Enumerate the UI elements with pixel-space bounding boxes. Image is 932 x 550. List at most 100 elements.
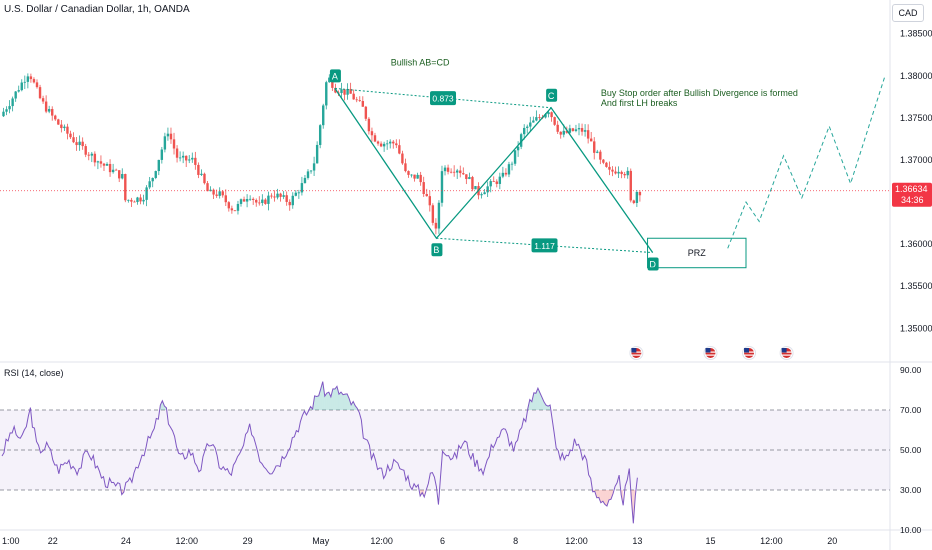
candle-body: [544, 114, 547, 118]
candle-body: [57, 119, 60, 125]
rsi-overbought-fill: [314, 395, 317, 410]
candle-body: [532, 120, 535, 123]
ratio-bd-label: 1.117: [534, 241, 555, 251]
ratio-ac-label: 0.873: [432, 94, 454, 104]
candle-body: [84, 146, 87, 155]
candle-body: [449, 171, 453, 173]
candle-body: [160, 149, 164, 160]
candle-body: [611, 169, 614, 172]
candle-body: [410, 174, 413, 176]
candle-body: [66, 126, 69, 134]
candle-body: [38, 87, 42, 99]
candle-body: [194, 157, 197, 165]
candles: [2, 73, 642, 235]
candle-body: [87, 154, 90, 156]
us-flag-icon-canton: [631, 348, 637, 353]
candle-body: [355, 99, 358, 101]
candle-body: [245, 199, 249, 202]
rsi-tick-label: 10.00: [900, 525, 922, 535]
candle-body: [599, 151, 602, 160]
candle-body: [632, 200, 636, 203]
candle-body: [255, 199, 258, 203]
candle-body: [315, 144, 319, 164]
candle-body: [163, 136, 167, 150]
candle-body: [288, 201, 291, 206]
candle-body: [398, 145, 401, 154]
pivot-label-a: [329, 69, 341, 83]
candle-body: [519, 134, 523, 147]
rsi-overbought-fill: [351, 401, 354, 410]
candle-body: [111, 169, 115, 173]
candle-body: [389, 141, 392, 144]
candle-body: [26, 76, 30, 82]
candle-body: [623, 174, 626, 176]
candle-body: [376, 141, 380, 144]
candle-body: [121, 174, 124, 179]
candle-body: [513, 150, 517, 164]
candle-body: [328, 77, 331, 83]
candle-body: [492, 181, 495, 182]
candle-body: [571, 128, 575, 131]
candle-body: [370, 131, 374, 136]
candle-body: [322, 105, 325, 126]
rsi-oversold-fill: [606, 490, 609, 507]
candle-body: [218, 191, 221, 196]
candle-body: [96, 161, 100, 163]
candle-body: [8, 106, 11, 110]
rsi-overbought-fill: [541, 397, 545, 410]
candle-body: [577, 128, 581, 130]
candle-body: [428, 196, 431, 206]
pivot-text-a: A: [332, 71, 338, 81]
candle-body: [17, 90, 20, 92]
price-tick-label: 1.35000: [900, 323, 932, 333]
candle-body: [385, 143, 389, 145]
candle-body: [41, 98, 45, 102]
candle-body: [507, 164, 511, 175]
rsi-overbought-fill: [326, 392, 329, 410]
candle-body: [346, 88, 349, 95]
candle-body: [395, 143, 398, 146]
rsi-oversold-fill: [596, 490, 599, 498]
pivot-text-c: C: [548, 91, 555, 101]
candle-body: [580, 128, 584, 132]
candle-body: [212, 189, 215, 195]
rsi-overbought-fill: [537, 388, 540, 410]
candle-body: [236, 203, 240, 211]
candle-body: [605, 162, 608, 167]
candle-body: [364, 106, 368, 119]
candle-body: [419, 174, 422, 183]
time-tick-label: 8: [513, 536, 518, 546]
chart-title: U.S. Dollar / Canadian Dollar, 1h, OANDA: [4, 4, 190, 15]
candle-body: [139, 197, 142, 202]
rsi-title: RSI (14, close): [4, 368, 64, 378]
candle-body: [614, 171, 617, 174]
candle-body: [556, 124, 559, 132]
candle-body: [261, 199, 264, 203]
candle-body: [392, 141, 395, 144]
candle-body: [273, 196, 276, 198]
currency-button[interactable]: CAD: [892, 4, 924, 22]
prz-label: PRZ: [688, 248, 707, 258]
rsi-tick-label: 30.00: [900, 485, 922, 495]
price-tick-label: 1.37500: [900, 113, 932, 123]
candle-body: [309, 170, 313, 172]
candle-body: [185, 155, 188, 161]
candle-body: [169, 133, 173, 140]
candle-body: [318, 125, 322, 145]
candle-body: [593, 141, 596, 153]
candle-body: [108, 163, 112, 173]
time-tick-label: 1:00: [2, 536, 20, 546]
us-flag-icon-stripe: [705, 354, 716, 356]
rsi-overbought-fill: [324, 393, 327, 410]
candle-body: [306, 171, 310, 178]
candle-body: [118, 170, 121, 179]
candle-body: [130, 199, 133, 202]
price-tick-label: 1.37000: [900, 155, 932, 165]
candle-body: [550, 112, 553, 118]
candle-body: [562, 130, 565, 135]
pivot-label-b: [431, 243, 443, 257]
candle-body: [602, 159, 605, 163]
candle-body: [471, 177, 474, 190]
candle-body: [489, 181, 492, 187]
